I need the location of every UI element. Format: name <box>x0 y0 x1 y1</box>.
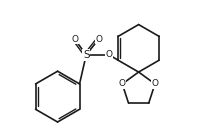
Text: O: O <box>151 79 158 88</box>
Text: O: O <box>119 79 126 88</box>
Text: O: O <box>95 35 102 44</box>
Text: O: O <box>106 50 113 59</box>
Text: O: O <box>71 35 78 44</box>
Text: S: S <box>83 50 89 60</box>
